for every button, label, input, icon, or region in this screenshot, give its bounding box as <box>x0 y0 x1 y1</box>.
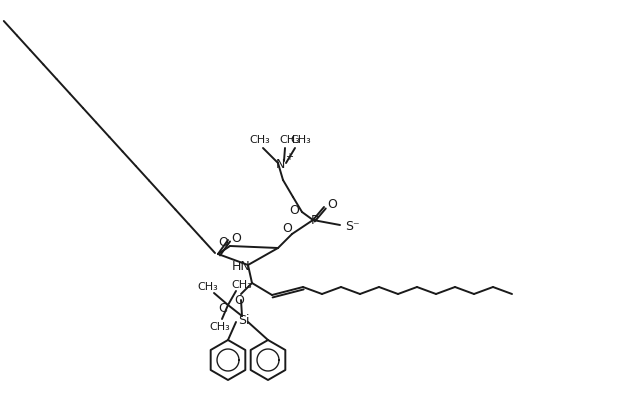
Text: Si: Si <box>238 315 250 328</box>
Text: N: N <box>275 158 285 171</box>
Text: C: C <box>219 302 228 315</box>
Text: P: P <box>310 214 317 228</box>
Text: O: O <box>231 232 241 245</box>
Text: S⁻: S⁻ <box>345 219 360 232</box>
Text: CH₃: CH₃ <box>250 135 270 145</box>
Text: CH₃: CH₃ <box>232 280 252 290</box>
Text: +: + <box>285 152 293 162</box>
Text: HN: HN <box>232 260 250 274</box>
Text: CH₃: CH₃ <box>210 322 231 332</box>
Text: O: O <box>234 293 244 306</box>
Text: O: O <box>289 204 299 217</box>
Text: CH₃: CH₃ <box>291 135 311 145</box>
Text: O: O <box>282 221 292 234</box>
Text: CH₃: CH₃ <box>280 135 300 145</box>
Text: CH₃: CH₃ <box>198 282 218 292</box>
Text: O: O <box>327 199 337 212</box>
Text: O: O <box>218 236 228 249</box>
